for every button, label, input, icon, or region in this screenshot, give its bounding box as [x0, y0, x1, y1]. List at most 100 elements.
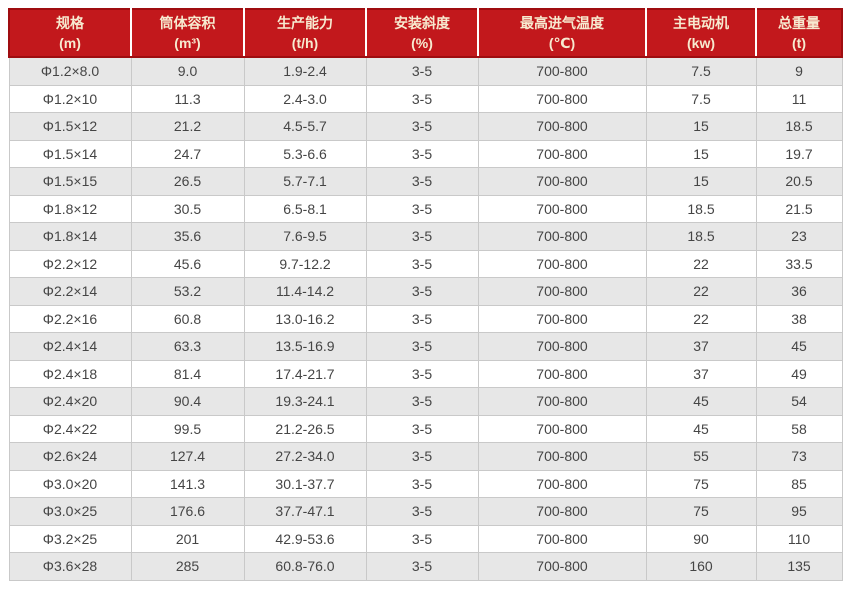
- table-cell-volume: 99.5: [130, 414, 245, 443]
- table-cell-weight: 45: [755, 332, 843, 361]
- column-header-unit: (kw): [687, 35, 715, 51]
- table-row: Φ1.2×8.0 9.0 1.9-2.4 3-5 700-800 7.5 9: [8, 56, 843, 86]
- table-cell-motor: 37: [645, 359, 757, 388]
- table-cell-capacity: 7.6-9.5: [243, 222, 367, 251]
- table-cell-capacity: 13.0-16.2: [243, 304, 367, 333]
- table-cell-capacity: 5.7-7.1: [243, 167, 367, 196]
- table-cell-volume: 90.4: [130, 387, 245, 416]
- table-cell-weight: 49: [755, 359, 843, 388]
- column-header-label: 生产能力: [277, 15, 333, 31]
- table-cell-motor: 22: [645, 304, 757, 333]
- table-cell-slope: 3-5: [365, 442, 479, 471]
- table-cell-weight: 38: [755, 304, 843, 333]
- table-cell-temperature: 700-800: [477, 414, 647, 443]
- table-cell-weight: 20.5: [755, 167, 843, 196]
- column-header-temperature: 最高进气温度 (℃): [478, 8, 647, 58]
- table-cell-temperature: 700-800: [477, 167, 647, 196]
- table-cell-temperature: 700-800: [477, 332, 647, 361]
- table-row: Φ1.5×12 21.2 4.5-5.7 3-5 700-800 15 18.5: [8, 112, 843, 141]
- table-row: Φ2.4×22 99.5 21.2-26.5 3-5 700-800 45 58: [8, 414, 843, 443]
- table-cell-spec: Φ3.2×25: [8, 524, 132, 553]
- table-cell-temperature: 700-800: [477, 249, 647, 278]
- column-header-unit: (t): [792, 35, 806, 51]
- table-cell-temperature: 700-800: [477, 304, 647, 333]
- table-row: Φ1.5×15 26.5 5.7-7.1 3-5 700-800 15 20.5: [8, 167, 843, 196]
- table-row: Φ2.4×20 90.4 19.3-24.1 3-5 700-800 45 54: [8, 387, 843, 416]
- table-cell-slope: 3-5: [365, 84, 479, 113]
- table-cell-volume: 127.4: [130, 442, 245, 471]
- table-cell-volume: 201: [130, 524, 245, 553]
- table-cell-slope: 3-5: [365, 332, 479, 361]
- table-cell-capacity: 1.9-2.4: [243, 56, 367, 86]
- table-cell-spec: Φ3.0×25: [8, 497, 132, 526]
- table-cell-weight: 110: [755, 524, 843, 553]
- table-cell-temperature: 700-800: [477, 552, 647, 581]
- spec-table: 规格 (m) 筒体容积 (m³) 生产能力 (t/h) 安装斜度 (%) 最高进气温度 (℃) 主电…: [8, 8, 843, 581]
- column-header-unit: (m): [59, 35, 81, 51]
- table-cell-weight: 85: [755, 469, 843, 498]
- table-cell-slope: 3-5: [365, 304, 479, 333]
- table-header: 规格 (m) 筒体容积 (m³) 生产能力 (t/h) 安装斜度 (%) 最高进气温度 (℃) 主电…: [8, 8, 843, 58]
- table-cell-slope: 3-5: [365, 249, 479, 278]
- table-cell-volume: 24.7: [130, 139, 245, 168]
- table-cell-motor: 18.5: [645, 194, 757, 223]
- table-cell-volume: 53.2: [130, 277, 245, 306]
- table-cell-volume: 26.5: [130, 167, 245, 196]
- table-cell-capacity: 17.4-21.7: [243, 359, 367, 388]
- table-cell-temperature: 700-800: [477, 277, 647, 306]
- table-cell-temperature: 700-800: [477, 469, 647, 498]
- table-row: Φ3.6×28 285 60.8-76.0 3-5 700-800 160 135: [8, 552, 843, 581]
- table-cell-weight: 11: [755, 84, 843, 113]
- table-cell-temperature: 700-800: [477, 442, 647, 471]
- table-cell-weight: 95: [755, 497, 843, 526]
- table-cell-spec: Φ1.8×14: [8, 222, 132, 251]
- table-row: Φ1.2×10 11.3 2.4-3.0 3-5 700-800 7.5 11: [8, 84, 843, 113]
- table-cell-weight: 19.7: [755, 139, 843, 168]
- table-cell-volume: 285: [130, 552, 245, 581]
- table-row: Φ3.2×25 201 42.9-53.6 3-5 700-800 90 110: [8, 524, 843, 553]
- table-row: Φ1.5×14 24.7 5.3-6.6 3-5 700-800 15 19.7: [8, 139, 843, 168]
- table-cell-weight: 54: [755, 387, 843, 416]
- table-cell-motor: 75: [645, 469, 757, 498]
- table-cell-spec: Φ2.2×12: [8, 249, 132, 278]
- table-cell-temperature: 700-800: [477, 194, 647, 223]
- table-row: Φ2.2×12 45.6 9.7-12.2 3-5 700-800 22 33.5: [8, 249, 843, 278]
- table-row: Φ3.0×20 141.3 30.1-37.7 3-5 700-800 75 85: [8, 469, 843, 498]
- table-cell-weight: 73: [755, 442, 843, 471]
- table-cell-capacity: 60.8-76.0: [243, 552, 367, 581]
- table-cell-capacity: 13.5-16.9: [243, 332, 367, 361]
- table-cell-weight: 36: [755, 277, 843, 306]
- table-cell-weight: 18.5: [755, 112, 843, 141]
- table-row: Φ1.8×12 30.5 6.5-8.1 3-5 700-800 18.5 21.5: [8, 194, 843, 223]
- table-cell-motor: 15: [645, 167, 757, 196]
- column-header-motor: 主电动机 (kw): [646, 8, 757, 58]
- table-cell-slope: 3-5: [365, 194, 479, 223]
- table-cell-volume: 176.6: [130, 497, 245, 526]
- column-header-unit: (t/h): [291, 35, 319, 51]
- table-cell-capacity: 9.7-12.2: [243, 249, 367, 278]
- table-cell-weight: 58: [755, 414, 843, 443]
- column-header-label: 主电动机: [673, 15, 729, 31]
- table-cell-spec: Φ2.2×14: [8, 277, 132, 306]
- table-cell-spec: Φ1.5×15: [8, 167, 132, 196]
- table-cell-temperature: 700-800: [477, 222, 647, 251]
- table-cell-slope: 3-5: [365, 277, 479, 306]
- table-cell-slope: 3-5: [365, 56, 479, 86]
- column-header-unit: (℃): [548, 35, 576, 51]
- table-cell-capacity: 30.1-37.7: [243, 469, 367, 498]
- table-cell-spec: Φ1.5×12: [8, 112, 132, 141]
- table-cell-capacity: 27.2-34.0: [243, 442, 367, 471]
- table-cell-spec: Φ3.6×28: [8, 552, 132, 581]
- table-cell-motor: 22: [645, 249, 757, 278]
- table-cell-volume: 63.3: [130, 332, 245, 361]
- table-cell-weight: 23: [755, 222, 843, 251]
- table-cell-motor: 15: [645, 112, 757, 141]
- table-cell-temperature: 700-800: [477, 359, 647, 388]
- table-row: Φ1.8×14 35.6 7.6-9.5 3-5 700-800 18.5 23: [8, 222, 843, 251]
- table-cell-weight: 21.5: [755, 194, 843, 223]
- table-cell-spec: Φ3.0×20: [8, 469, 132, 498]
- table-cell-temperature: 700-800: [477, 56, 647, 86]
- table-cell-motor: 160: [645, 552, 757, 581]
- table-cell-volume: 60.8: [130, 304, 245, 333]
